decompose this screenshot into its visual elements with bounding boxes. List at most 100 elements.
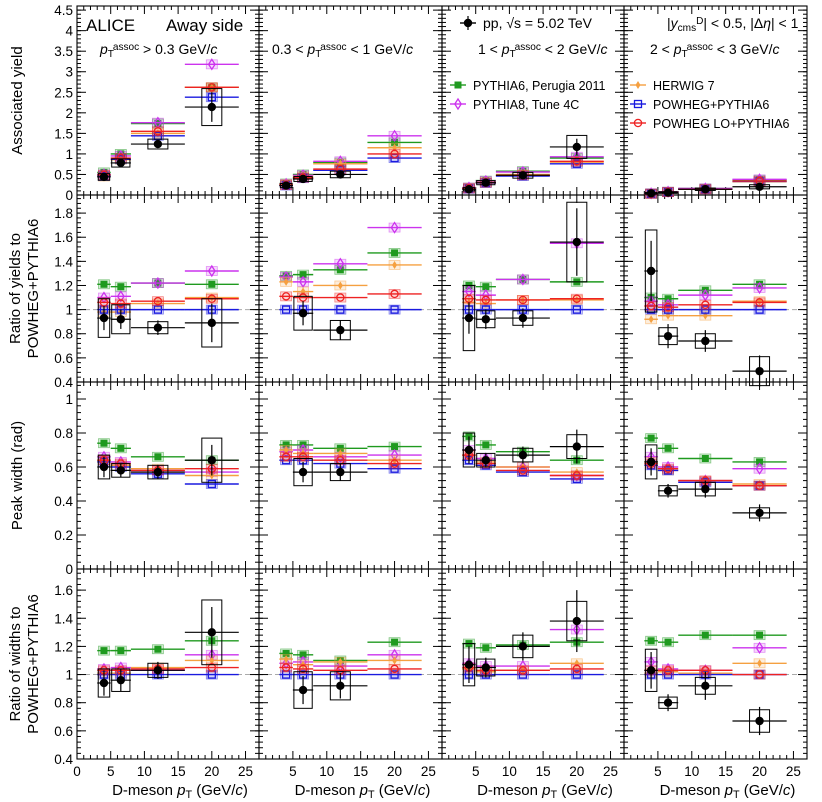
legend-label: HERWIG 7 (653, 79, 715, 93)
pythia8-point (282, 657, 291, 670)
col-label-1: 0.3 < pTassoc < 1 GeV/c (272, 41, 413, 60)
powheglo-point (390, 459, 399, 468)
herwig-point (392, 656, 398, 665)
legend-entry: PYTHIA6, Perugia 2011 (450, 79, 606, 93)
y-tick-label: 0 (65, 562, 73, 577)
powheglo-point (663, 302, 673, 312)
pythia6-point (154, 120, 162, 128)
powheglo-syst-box (205, 82, 218, 93)
pythia6-point (701, 455, 709, 462)
data-point (481, 315, 491, 324)
panel-marks (279, 129, 422, 191)
powheglo-syst-box (297, 451, 309, 462)
x-tick-label: 15 (171, 764, 186, 779)
data-point (464, 445, 474, 455)
data-point (116, 466, 126, 475)
powheglo-syst-box (516, 295, 529, 305)
powheglo-point (481, 295, 491, 305)
powheglo-point (116, 299, 126, 308)
powheg-point (390, 670, 399, 679)
powheg-syst-box (280, 669, 293, 680)
powheglo-syst-box (280, 291, 293, 302)
pythia6-point (756, 280, 764, 288)
pythia8-point (464, 285, 473, 298)
herwig-point (337, 281, 343, 290)
data-point (755, 508, 764, 518)
powheglo-point (298, 664, 308, 674)
herwig-point (392, 260, 398, 269)
powheglo-point (281, 663, 291, 672)
data-point (701, 484, 710, 494)
x-axis-title: D-meson pT (GeV/c) (660, 782, 796, 801)
pythia6-point (100, 439, 108, 447)
y-tick-label: 0.6 (54, 351, 73, 366)
panel-marks (97, 437, 239, 489)
herwig-point (757, 659, 763, 668)
y-tick-label: 1 (65, 147, 73, 162)
powheglo-point (518, 295, 528, 305)
data-point (663, 331, 673, 341)
legend-marker (635, 81, 641, 89)
pythia6-point (482, 283, 490, 291)
pythia8-point (755, 462, 764, 475)
y-tick-label: 2 (65, 106, 73, 121)
data-point (298, 309, 308, 318)
herwig-point (283, 277, 289, 286)
data-point (99, 462, 109, 472)
side-label: Away side (166, 16, 243, 35)
data-point (298, 685, 308, 695)
data-point (464, 185, 474, 194)
powheglo-syst-box (151, 126, 164, 137)
x-tick-label: 25 (421, 764, 436, 779)
powheglo-point (663, 464, 673, 473)
legend-label: PYTHIA8, Tune 4C (473, 98, 579, 112)
powheglo-point (518, 466, 528, 475)
y-tick-label: 1 (65, 392, 73, 407)
panel-marks (279, 637, 422, 709)
legend-entry: HERWIG 7 (630, 79, 715, 93)
x-tick-label: 25 (603, 764, 618, 779)
data-point (99, 313, 109, 323)
data-point (646, 189, 656, 198)
powheglo-point (298, 452, 308, 462)
panel-frame (258, 194, 443, 383)
powheglo-syst-box (297, 664, 309, 674)
x-tick-label: 25 (238, 764, 253, 779)
legend-entry: pp, √s = 5.02 TeV (460, 15, 593, 31)
data-point (281, 181, 291, 190)
powheglo-point (646, 301, 656, 311)
y-tick-label: 1 (65, 668, 73, 683)
powheg-point (572, 159, 581, 168)
powheglo-syst-box (151, 296, 164, 307)
x-tick-label: 15 (718, 764, 733, 779)
pythia6-point (282, 649, 290, 657)
data-point (99, 172, 109, 182)
powheg-point (572, 305, 581, 314)
col-label-0: pTassoc > 0.3 GeV/c (99, 41, 217, 60)
powheg-point (207, 479, 216, 489)
powheg-point (153, 305, 163, 314)
powheglo-syst-box (753, 480, 766, 491)
powheglo-syst-box (662, 463, 674, 474)
pythia8-point (153, 276, 162, 290)
herwig-point (648, 315, 654, 324)
powheglo-point (518, 666, 528, 675)
x-tick-label: 20 (387, 764, 402, 779)
data-point (755, 182, 764, 191)
powheglo-point (755, 298, 764, 307)
pythia6-point (154, 645, 162, 653)
powheg-syst-box (570, 304, 583, 315)
panel-marks (644, 630, 787, 736)
kinematic-label: |ycmsD| < 0.5, |Δη| < 1 (667, 15, 799, 34)
pythia6-point (117, 283, 125, 291)
powheg-syst-box (388, 304, 401, 315)
powheg-syst-box (388, 669, 401, 680)
powheglo-syst-box (388, 149, 401, 159)
pythia6-point (391, 138, 399, 146)
data-point (518, 171, 528, 180)
powheglo-syst-box (753, 669, 766, 680)
x-tick-label: 5 (654, 764, 662, 779)
pythia6-point (391, 249, 399, 257)
y-tick-label: 2.5 (54, 85, 73, 100)
x-tick-label: 10 (684, 764, 699, 779)
